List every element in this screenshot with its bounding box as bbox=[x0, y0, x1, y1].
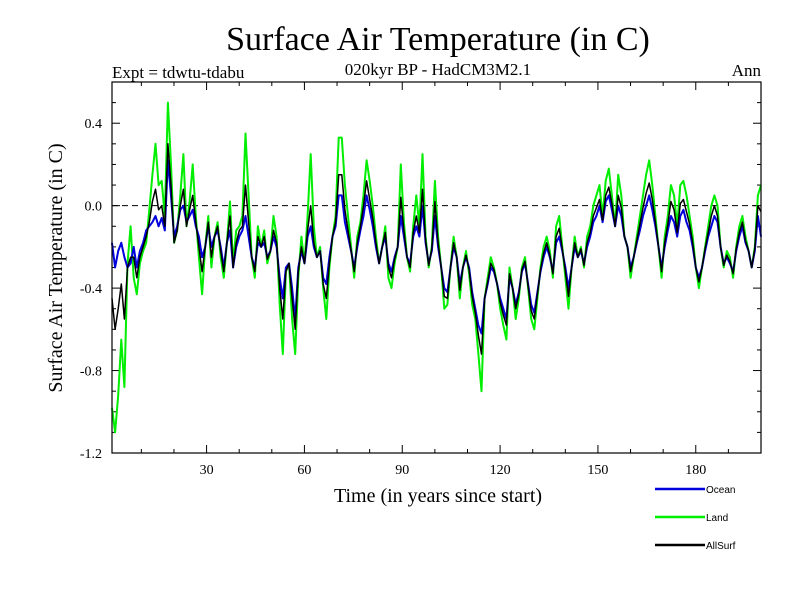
x-tick-label: 180 bbox=[685, 463, 706, 478]
x-tick-label: 30 bbox=[200, 463, 214, 478]
x-tick-label: 150 bbox=[587, 463, 608, 478]
x-tick-label: 60 bbox=[297, 463, 311, 478]
y-tick-label: -0.4 bbox=[80, 282, 102, 297]
y-tick-label: -0.8 bbox=[80, 365, 102, 380]
series-lines bbox=[111, 101, 762, 434]
y-tick-label: 0.0 bbox=[85, 200, 103, 215]
season-label: Ann bbox=[732, 61, 762, 80]
expt-label: Expt = tdwtu-tdabu bbox=[112, 63, 245, 82]
chart-subtitle: 020kyr BP - HadCM3M2.1 bbox=[345, 60, 531, 79]
legend-label-allsurf: AllSurf bbox=[706, 541, 736, 552]
legend-label-land: Land bbox=[706, 513, 728, 524]
x-axis-title: Time (in years since start) bbox=[334, 485, 542, 507]
y-tick-label: -1.2 bbox=[80, 447, 102, 462]
series-line-allsurf bbox=[111, 143, 762, 355]
legend: Ocean Land AllSurf bbox=[655, 485, 736, 552]
legend-label-ocean: Ocean bbox=[706, 485, 735, 496]
x-tick-labels: 30 60 90 120 150 180 bbox=[200, 463, 707, 478]
y-tick-label: 0.4 bbox=[85, 117, 103, 132]
plot-frame bbox=[111, 81, 762, 454]
axis-ticks bbox=[112, 82, 761, 453]
chart-title: Surface Air Temperature (in C) bbox=[226, 21, 650, 58]
x-tick-label: 120 bbox=[490, 463, 511, 478]
series-line-land bbox=[111, 101, 762, 434]
x-tick-label: 90 bbox=[395, 463, 409, 478]
y-tick-labels: -1.2 -0.8 -0.4 0.0 0.4 bbox=[80, 117, 102, 462]
y-axis-title: Surface Air Temperature (in C) bbox=[45, 143, 67, 392]
